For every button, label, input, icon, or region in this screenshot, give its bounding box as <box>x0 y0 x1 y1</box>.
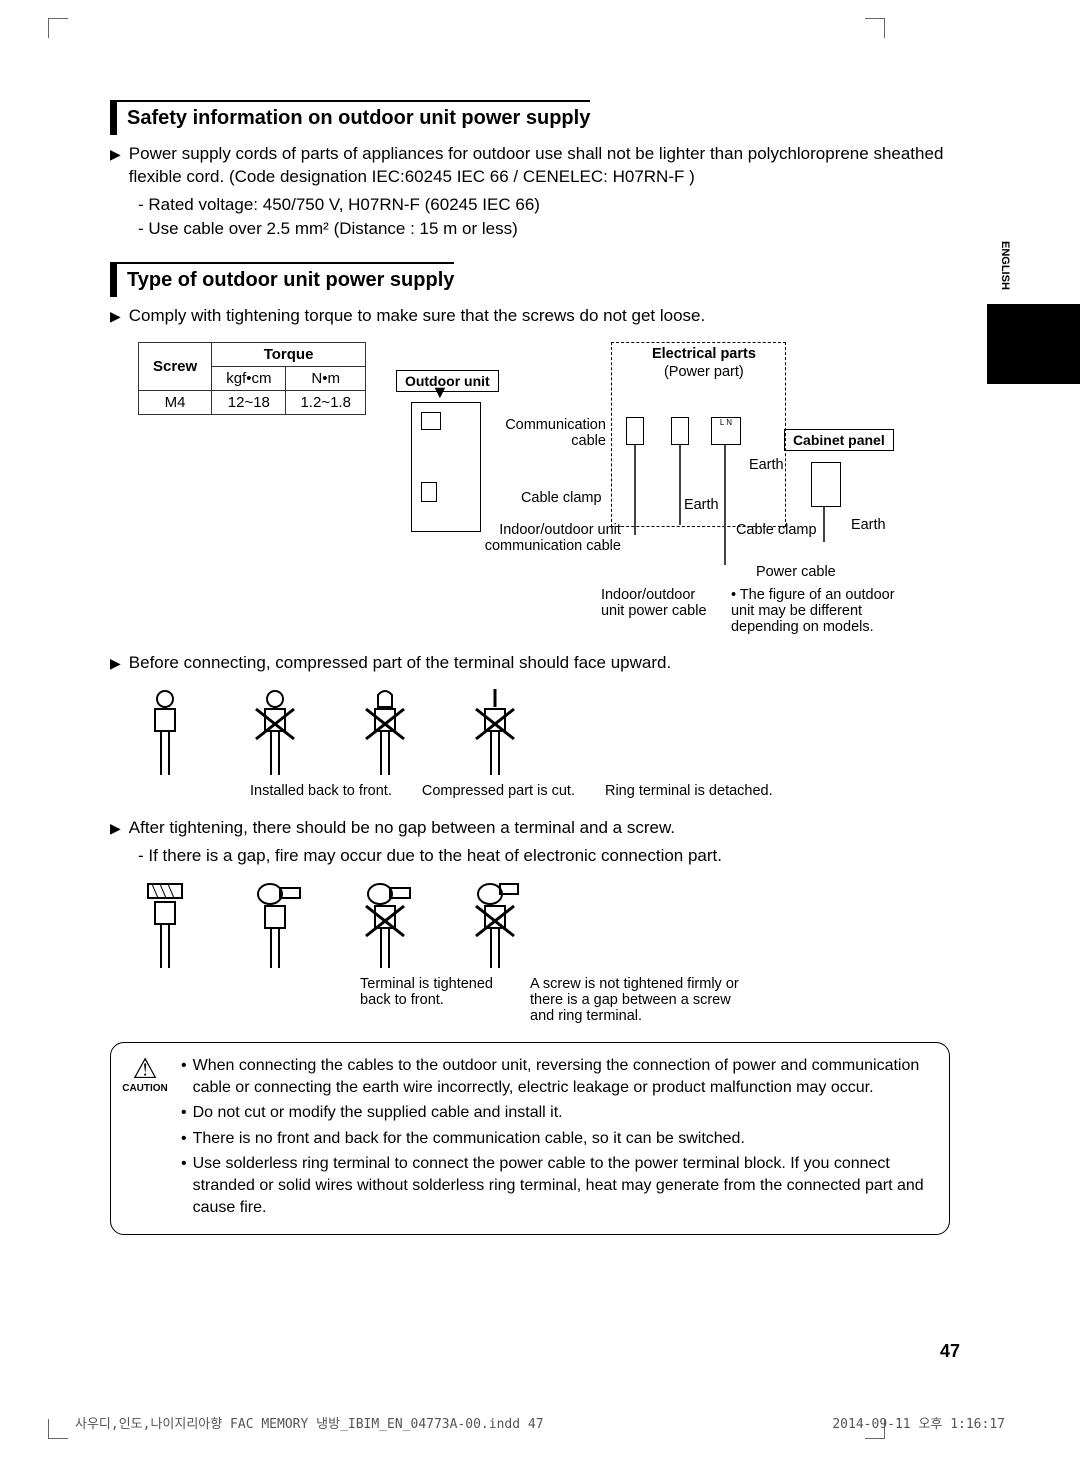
bullet-arrow-icon: ▶ <box>110 145 121 189</box>
p-before-connecting: ▶ Before connecting, compressed part of … <box>110 652 950 675</box>
side-language-tab: ENGLISH <box>987 235 1080 384</box>
caution-icon: ⚠ <box>121 1055 169 1083</box>
th-screw: Screw <box>139 343 212 391</box>
td-nm: 1.2~1.8 <box>286 391 365 415</box>
terminal-bad2-icon <box>358 687 413 777</box>
label-earth-1: Earth <box>684 497 719 513</box>
label-power-cable: Power cable <box>756 564 836 580</box>
label-cable-clamp: Cable clamp <box>521 490 602 506</box>
type-body: ▶ Comply with tightening torque to make … <box>110 305 950 328</box>
bullet-arrow-icon: ▶ <box>110 307 121 328</box>
caution-item-1: When connecting the cables to the outdoo… <box>181 1055 931 1098</box>
terminal-icons-1 <box>138 687 950 777</box>
cap3: Ring terminal is detached. <box>605 783 773 799</box>
terminal-bad3-icon <box>468 687 523 777</box>
torque-table: Screw Torque kgf•cm N•m M4 12~18 1.2~1.8 <box>138 342 366 415</box>
footer-right: 2014-09-11 오후 1:16:17 <box>832 1413 1005 1432</box>
caution-label: CAUTION <box>121 1083 169 1094</box>
screw-ok2-icon <box>248 880 303 970</box>
label-electrical-parts: Electrical parts <box>652 346 756 362</box>
terminal-ok-icon <box>138 687 193 777</box>
caution-item-3: There is no front and back for the commu… <box>181 1128 931 1150</box>
section-heading-type: Type of outdoor unit power supply <box>110 262 454 297</box>
safety-sub1: Rated voltage: 450/750 V, H07RN-F (60245… <box>110 193 950 217</box>
caution-item-2: Do not cut or modify the supplied cable … <box>181 1102 931 1124</box>
safety-body-text: Power supply cords of parts of appliance… <box>129 143 950 189</box>
screw-ok-icon <box>138 880 193 970</box>
wiring-diagram: Outdoor unit ▼ Communication cable Cable… <box>386 342 950 642</box>
bullet-arrow-icon: ▶ <box>110 654 121 675</box>
th-torque: Torque <box>212 343 366 367</box>
side-black-tab <box>987 304 1080 384</box>
p-after-tightening-sub: If there is a gap, fire may occur due to… <box>110 844 950 868</box>
cap2: Compressed part is cut. <box>422 783 575 799</box>
label-earth-2: Earth <box>749 457 784 473</box>
section-heading-safety: Safety information on outdoor unit power… <box>110 100 590 135</box>
screw-bad2-icon <box>468 880 523 970</box>
th-nm: N•m <box>286 367 365 391</box>
diagram-note: • The figure of an outdoor unit may be d… <box>731 587 906 635</box>
print-footer: 사우디,인도,나이지리아향 FAC MEMORY 냉방_IBIM_EN_0477… <box>75 1413 1005 1432</box>
label-cabinet-panel: Cabinet panel <box>784 429 894 451</box>
cap5: A screw is not tightened firmly or there… <box>530 976 740 1024</box>
caption-row-1: Installed back to front. Compressed part… <box>250 783 950 799</box>
label-earth-3: Earth <box>851 517 886 533</box>
label-io-power: Indoor/outdoor unit power cable <box>601 587 721 619</box>
p-after-tightening: ▶ After tightening, there should be no g… <box>110 817 950 840</box>
caution-item-4: Use solderless ring terminal to connect … <box>181 1153 931 1218</box>
label-cable-clamp-2: Cable clamp <box>736 522 817 538</box>
label-power-part: (Power part) <box>664 364 744 380</box>
th-kgf: kgf•cm <box>212 367 286 391</box>
language-label: ENGLISH <box>999 235 1011 296</box>
bullet-arrow-icon: ▶ <box>110 819 121 840</box>
terminal-icons-2 <box>138 880 950 970</box>
safety-body: ▶ Power supply cords of parts of applian… <box>110 143 950 189</box>
cap4: Terminal is tightened back to front. <box>360 976 500 1024</box>
safety-sub2: Use cable over 2.5 mm² (Distance : 15 m … <box>110 217 950 241</box>
page-number: 47 <box>940 1341 960 1362</box>
label-io-comm: Indoor/outdoor unit communication cable <box>481 522 621 554</box>
screw-bad1-icon <box>358 880 413 970</box>
caution-box: ⚠ CAUTION When connecting the cables to … <box>110 1042 950 1235</box>
type-body-text: Comply with tightening torque to make su… <box>129 305 705 328</box>
label-comm-cable: Communication cable <box>496 417 606 449</box>
td-kgf: 12~18 <box>212 391 286 415</box>
cap1: Installed back to front. <box>250 783 392 799</box>
footer-left: 사우디,인도,나이지리아향 FAC MEMORY 냉방_IBIM_EN_0477… <box>75 1413 544 1432</box>
td-screw: M4 <box>139 391 212 415</box>
terminal-bad1-icon <box>248 687 303 777</box>
